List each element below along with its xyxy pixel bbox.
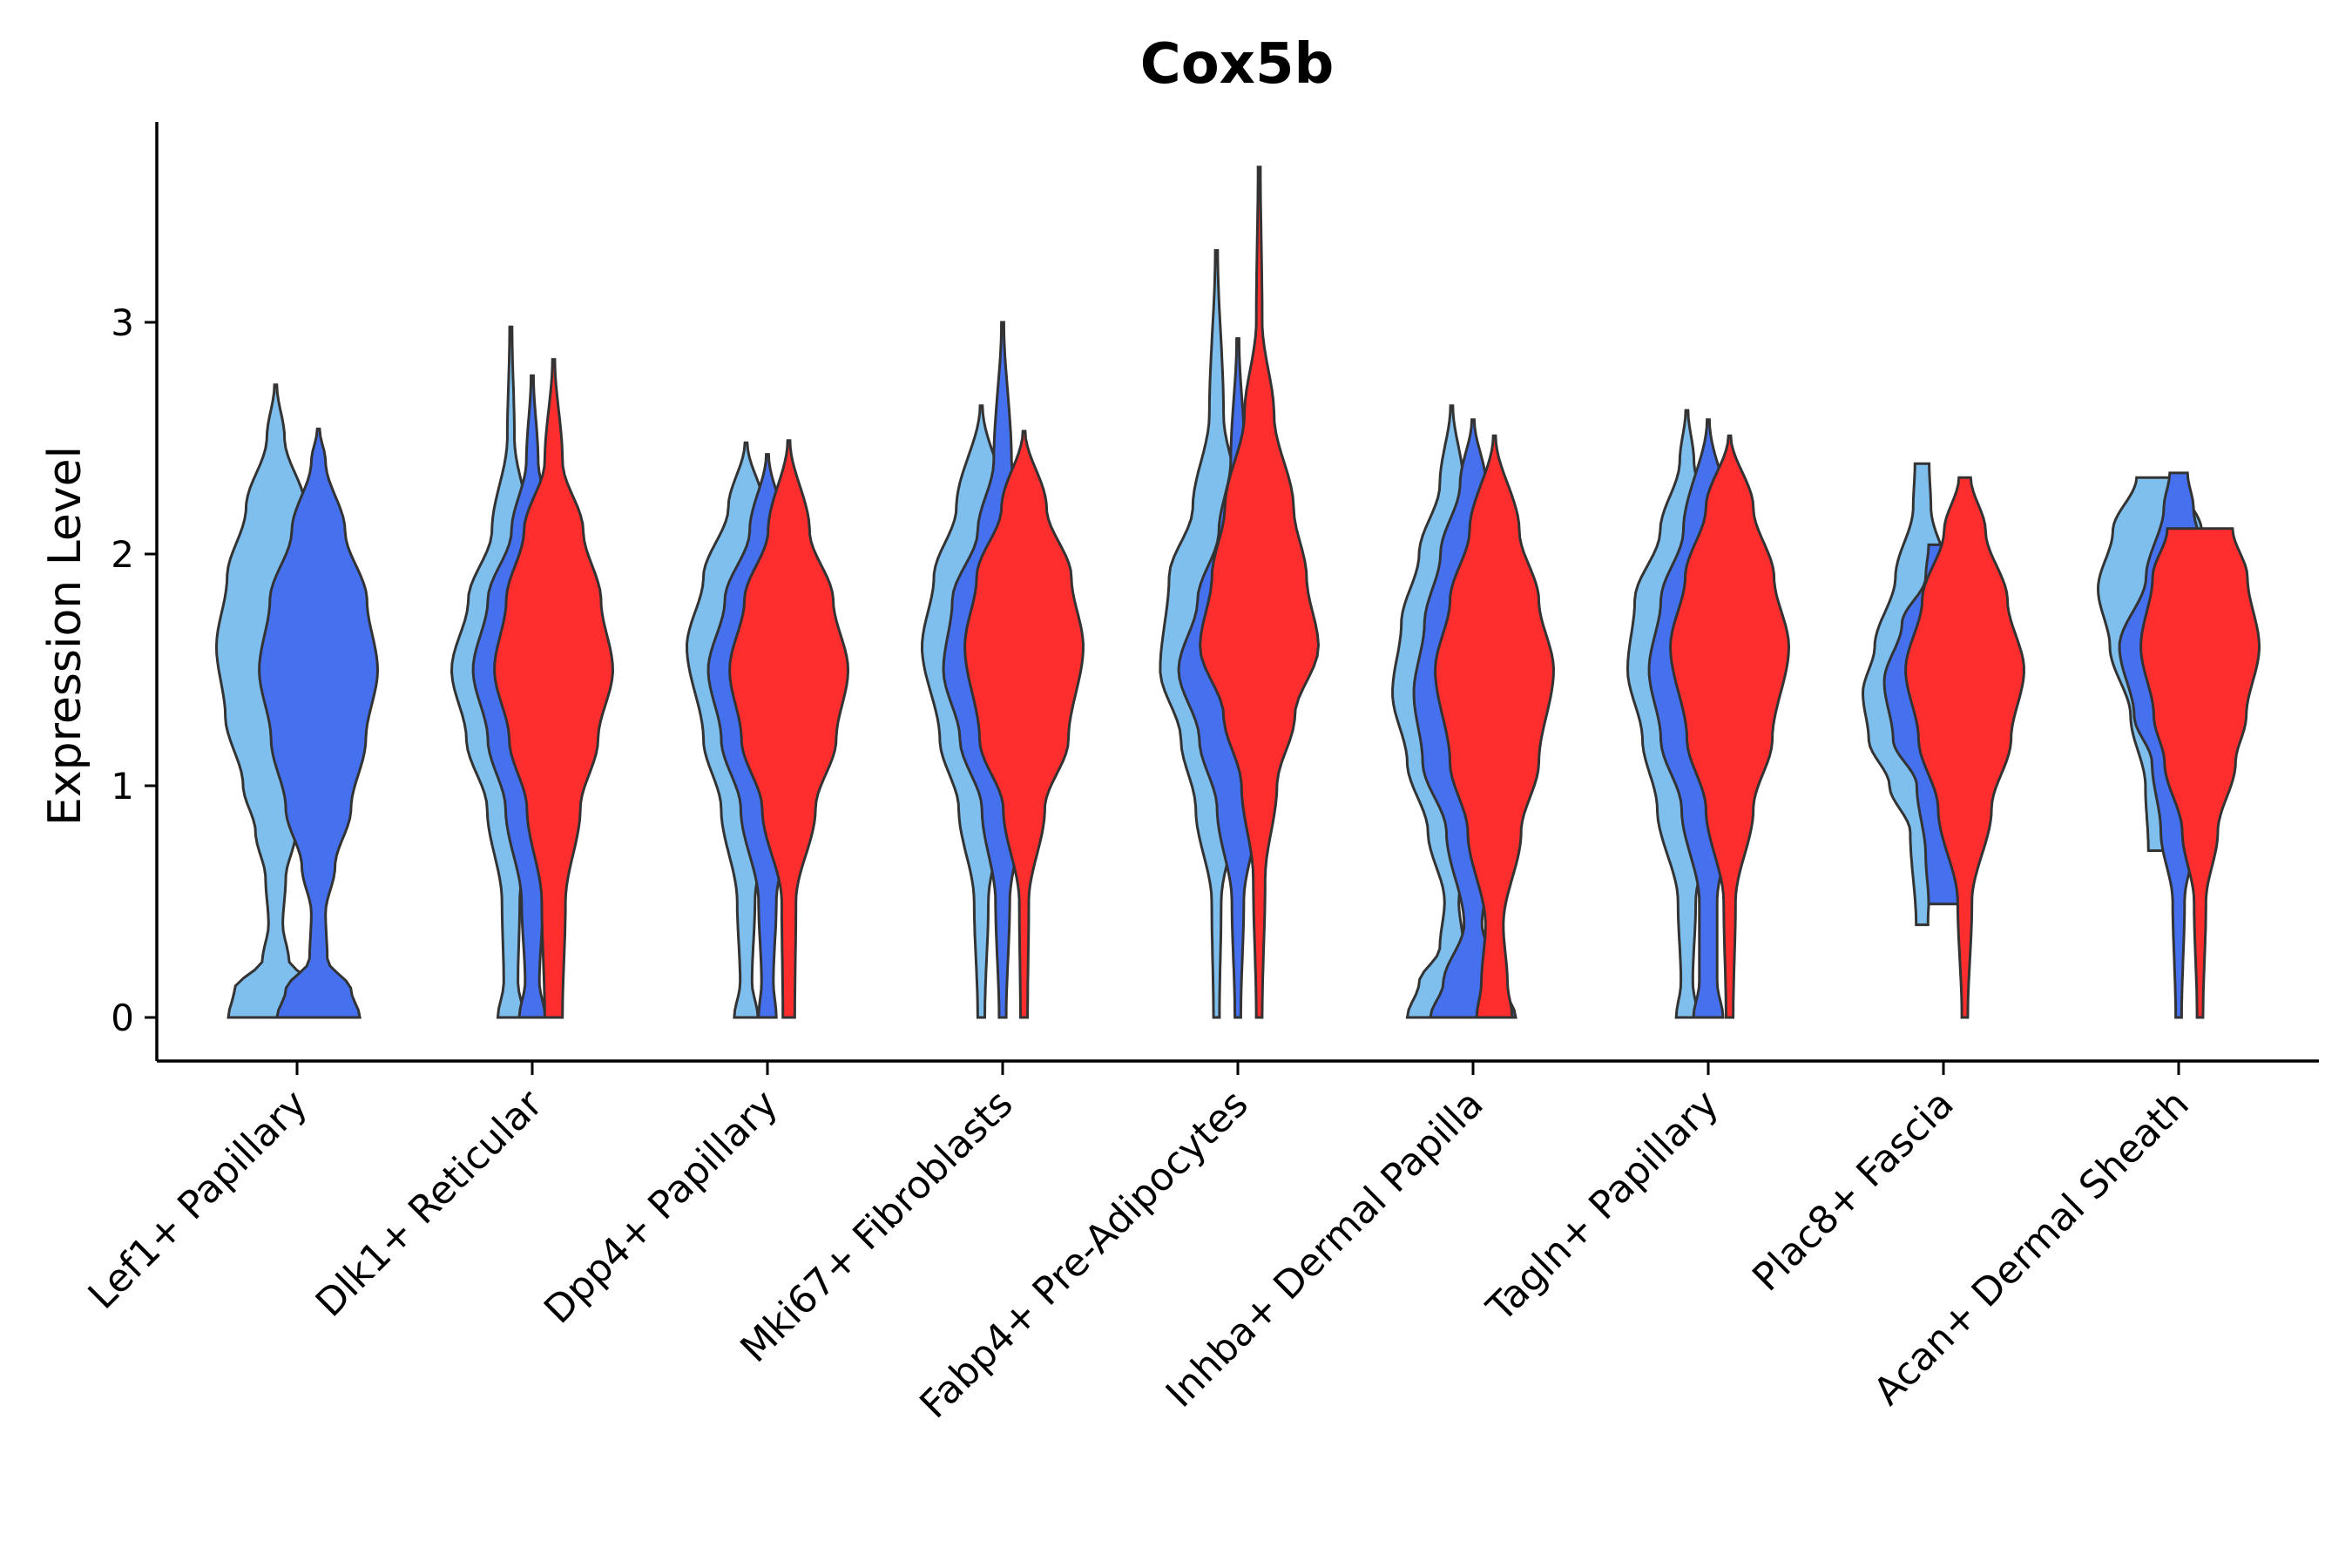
y-tick-label: 0 <box>111 997 134 1039</box>
violin-shape <box>1434 434 1556 1019</box>
x-tick-label: Lef1+ Papillary <box>80 1082 316 1318</box>
y-axis-label: Expression Level <box>39 446 91 826</box>
violin-shape <box>1199 166 1321 1019</box>
x-tick-label: Plac8+ Fascia <box>1744 1082 1963 1301</box>
y-tick-label: 2 <box>111 533 134 576</box>
violin-shape <box>2139 527 2261 1019</box>
violin-shape <box>493 358 615 1019</box>
chart-title: Cox5b <box>1140 32 1335 97</box>
y-tick-label: 1 <box>111 765 134 808</box>
violin-shape <box>1668 434 1791 1019</box>
x-tick-label: Tagln+ Papillary <box>1478 1082 1727 1331</box>
violins-group <box>214 166 2261 1019</box>
x-tick-label: Dlk1+ Reticular <box>308 1081 552 1326</box>
y-ticks-group: 0 1 2 3 <box>111 301 157 1039</box>
violin-shape <box>963 429 1085 1019</box>
x-tick-label: Dpp4+ Papillary <box>536 1082 787 1333</box>
violin-shape <box>258 427 380 1019</box>
violin-shape <box>1904 476 2025 1019</box>
violin-shape <box>728 439 850 1019</box>
y-tick-label: 3 <box>111 301 134 344</box>
